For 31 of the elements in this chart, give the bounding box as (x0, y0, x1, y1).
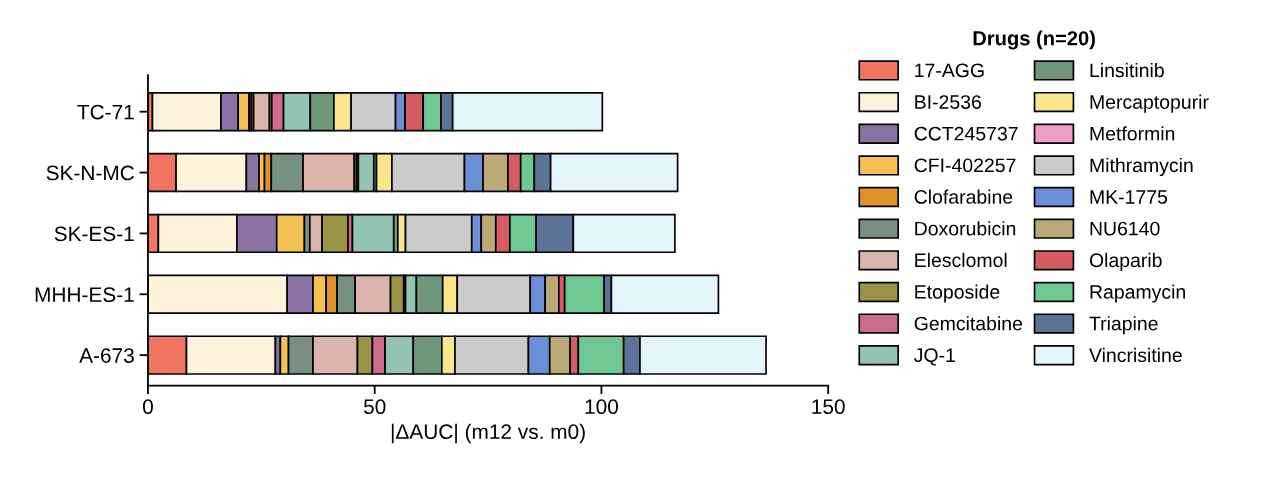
legend-label: CFI-402257 (914, 158, 1016, 173)
y-tick-label: MHH-ES-1 (35, 287, 134, 303)
legend-label: Mithramycin (1090, 157, 1193, 177)
x-axis-title: |ΔAUC| (m12 vs. m0) (391, 423, 585, 444)
legend-label: Triapine (1089, 316, 1158, 335)
legend-label: CCT245737 (914, 126, 1018, 141)
legend-label: Metformin (1090, 126, 1175, 141)
legend-label: Mercaptopurir (1090, 94, 1209, 113)
y-tick-label: TC-71 (77, 104, 134, 120)
legend-label: Olaparib (1089, 252, 1162, 271)
y-tick-label: SK-N-MC (46, 165, 134, 181)
x-tick-label: 100 (585, 399, 618, 415)
legend-label: Clofarabine (914, 189, 1013, 204)
x-tick-label: 50 (363, 399, 386, 415)
legend-label: Linsitinib (1090, 62, 1164, 78)
y-tick-label: A-673 (79, 348, 134, 363)
legend-label: MK-1775 (1090, 190, 1168, 204)
legend-label: 17-AGG (915, 63, 984, 78)
legend-label: Etoposide (915, 284, 1000, 303)
legend-label: Elesclomol (915, 252, 1007, 268)
legend-label: JQ-1 (914, 348, 955, 366)
y-tick-label: SK-ES-1 (54, 226, 134, 242)
legend-label: Vincrisitine (1089, 347, 1182, 363)
legend-label: Gemcitabine (914, 316, 1023, 331)
legend-label: Doxorubicin (915, 221, 1016, 236)
x-tick-label: 0 (142, 399, 153, 415)
legend-label: BI-2536 (915, 95, 981, 109)
legend-label: NU6140 (1090, 221, 1160, 236)
legend-label: Rapamycin (1090, 284, 1185, 303)
legend-title: Drugs (n=20) (973, 30, 1095, 50)
x-tick-label: 150 (812, 399, 845, 415)
